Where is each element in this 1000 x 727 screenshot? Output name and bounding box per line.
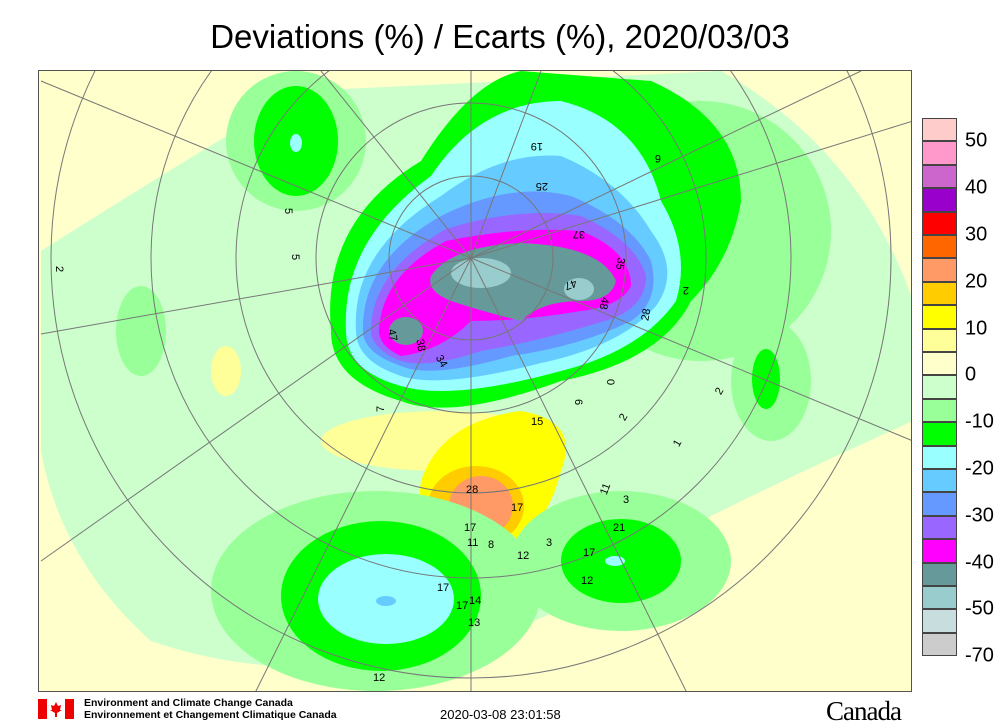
station-value: 2: [53, 266, 65, 272]
legend-label: 40: [965, 176, 988, 199]
legend-color-swatch: [922, 258, 957, 282]
station-value: 13: [468, 617, 480, 629]
org-name-en: Environment and Climate Change Canada: [84, 697, 293, 709]
contour-minus10-se: [752, 349, 780, 409]
station-value: 47: [563, 276, 579, 291]
legend-color-swatch: [922, 141, 957, 165]
station-value: 17: [456, 600, 468, 612]
legend-color-swatch: [922, 539, 957, 563]
contour-plus5-sw: [211, 346, 241, 396]
legend-label: -10: [965, 410, 994, 433]
legend-color-swatch: [922, 164, 957, 189]
station-value: 7: [375, 406, 387, 412]
generation-timestamp: 2020-03-08 23:01:58: [440, 707, 561, 722]
legend-color-swatch: [922, 328, 957, 352]
station-value: 11: [467, 537, 478, 549]
station-value: 17: [464, 522, 476, 534]
station-value: 47: [385, 328, 399, 342]
legend-label: -50: [965, 597, 994, 620]
station-value: 28: [639, 308, 653, 322]
org-name-fr: Environnement et Changement Climatique C…: [84, 709, 337, 721]
station-value: 17: [437, 582, 449, 594]
legend-label: 0: [965, 363, 977, 386]
station-labels: 19 25 37 35 47 48 28 47 38 34 6 0 6 2 15…: [53, 140, 726, 684]
legend-label: -70: [965, 644, 994, 667]
station-value: 35: [613, 257, 627, 271]
station-value: 14: [469, 595, 481, 607]
legend-color-swatch: [922, 562, 957, 586]
contour-minus50-a: [451, 258, 511, 288]
map-canvas: 19 25 37 35 47 48 28 47 38 34 6 0 6 2 15…: [40, 71, 911, 691]
canada-wordmark: Canada: [826, 696, 902, 726]
legend-label: 30: [965, 223, 988, 246]
graticule: [40, 71, 911, 691]
station-value: 48: [597, 296, 611, 310]
station-value: 3: [623, 494, 629, 506]
legend-label: 50: [965, 129, 988, 152]
station-value: 28: [466, 484, 478, 496]
station-value: 17: [583, 547, 595, 559]
legend-color-swatch: [922, 469, 957, 493]
canada-flag-icon: [38, 699, 74, 719]
map-title: Deviations (%) / Ecarts (%), 2020/03/03: [210, 18, 790, 55]
station-value: 21: [613, 522, 625, 534]
legend-label: 20: [965, 270, 988, 293]
legend-color-swatch: [922, 281, 957, 306]
legend-color-swatch: [922, 492, 957, 516]
station-value: 6: [655, 152, 661, 164]
station-value: 37: [573, 228, 585, 240]
legend-color-swatch: [922, 235, 957, 259]
station-value: 25: [536, 180, 548, 192]
station-value: 19: [531, 140, 543, 152]
station-value: 17: [511, 502, 523, 514]
legend-label: -40: [965, 551, 994, 574]
legend-color-swatch: [922, 586, 957, 610]
legend-label: -30: [965, 504, 994, 527]
contour-minus5-west: [116, 286, 166, 376]
station-value: 5: [289, 254, 301, 260]
station-value: 3: [546, 537, 552, 549]
legend-color-swatch: [922, 398, 957, 423]
legend-color-swatch: [922, 632, 957, 657]
organization-name: Environment and Climate Change Canada En…: [84, 697, 337, 721]
contour-minus45-west: [389, 317, 423, 345]
legend-color-swatch: [922, 375, 957, 399]
contour-minus20-atlantic: [376, 596, 396, 606]
legend-color-swatch: [922, 211, 957, 235]
station-value: 2: [617, 412, 630, 423]
ozone-deviation-map: 19 25 37 35 47 48 28 47 38 34 6 0 6 2 15…: [38, 70, 912, 692]
legend-color-swatch: [922, 609, 957, 633]
contour-fills: [41, 71, 911, 691]
station-value: 34: [433, 353, 450, 370]
station-value: 2: [683, 284, 689, 296]
station-value: 6: [572, 399, 584, 405]
station-value: 12: [517, 550, 529, 562]
legend-label: 10: [965, 317, 988, 340]
station-value: 5: [282, 208, 294, 214]
legend-color-swatch: [922, 422, 957, 446]
station-value: 1: [671, 438, 684, 449]
station-value: 38: [413, 338, 427, 352]
station-value: 12: [581, 575, 593, 587]
legend-color-swatch: [922, 118, 957, 142]
station-value: 12: [373, 672, 385, 684]
station-value: 11: [598, 482, 613, 497]
legend-color-swatch: [922, 305, 957, 329]
legend-color-swatch: [922, 352, 957, 376]
station-value: 2: [713, 386, 726, 397]
contour-minus50-b: [564, 278, 594, 300]
legend-color-swatch: [922, 515, 957, 540]
station-value: 0: [604, 379, 616, 385]
station-value: 8: [488, 539, 494, 551]
station-value: 15: [531, 416, 543, 428]
legend-color-swatch: [922, 445, 957, 469]
contour-minus15-nw: [290, 134, 302, 152]
legend-color-swatch: [922, 188, 957, 212]
legend-label: -20: [965, 457, 994, 480]
